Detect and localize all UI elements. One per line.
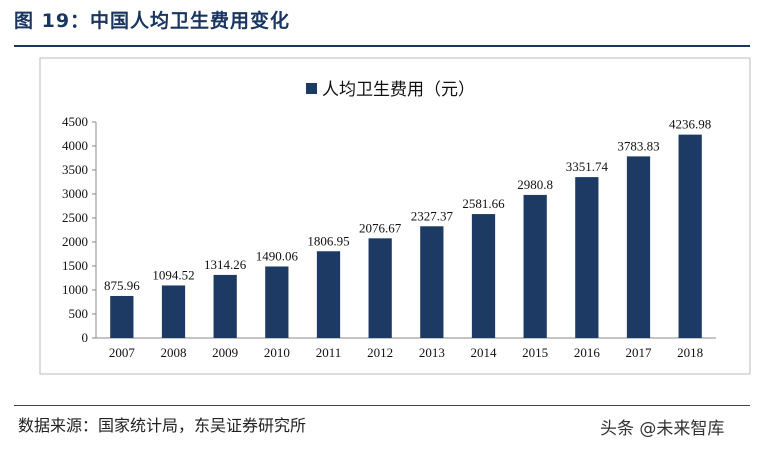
data-label: 2980.8 — [517, 177, 553, 192]
bar — [110, 295, 134, 338]
data-label: 1490.06 — [256, 248, 299, 263]
y-tick-label: 3000 — [62, 186, 88, 201]
y-tick-label: 4500 — [62, 114, 88, 129]
y-tick-label: 0 — [82, 330, 89, 345]
x-tick-label: 2014 — [471, 345, 498, 360]
x-tick-label: 2007 — [109, 345, 136, 360]
data-label: 3783.83 — [617, 138, 659, 153]
data-label: 2076.67 — [359, 220, 402, 235]
bar — [265, 266, 289, 338]
bar — [523, 194, 547, 338]
bar — [420, 226, 444, 338]
x-tick-label: 2015 — [522, 345, 548, 360]
bar — [368, 238, 392, 338]
y-tick-label: 2000 — [62, 234, 88, 249]
y-tick-label: 1000 — [62, 282, 88, 297]
watermark: 头条 @未来智库 — [600, 419, 725, 439]
bar — [678, 134, 702, 338]
data-label: 1806.95 — [307, 233, 349, 248]
x-tick-label: 2018 — [677, 345, 703, 360]
x-tick-label: 2010 — [264, 345, 290, 360]
x-tick-label: 2012 — [367, 345, 393, 360]
y-tick-label: 2500 — [62, 210, 88, 225]
y-tick-label: 3500 — [62, 162, 88, 177]
data-label: 875.96 — [104, 278, 140, 293]
data-label: 2581.66 — [462, 196, 505, 211]
bar — [316, 251, 341, 338]
x-tick-label: 2011 — [316, 345, 342, 360]
data-label: 4236.98 — [669, 117, 711, 132]
x-tick-label: 2016 — [574, 345, 601, 360]
x-tick-label: 2008 — [161, 345, 187, 360]
bar — [626, 156, 651, 338]
footer-rule — [14, 405, 750, 406]
data-label: 1314.26 — [204, 257, 247, 272]
bar — [471, 214, 496, 338]
chart-frame — [39, 57, 751, 375]
x-tick-label: 2017 — [626, 345, 653, 360]
title-rule — [14, 45, 750, 47]
data-label: 1094.52 — [152, 267, 194, 282]
legend-label: 人均卫生费用（元） — [322, 80, 475, 100]
data-label: 3351.74 — [566, 159, 609, 174]
y-tick-label: 1500 — [62, 258, 88, 273]
data-source: 数据来源：国家统计局，东吴证券研究所 — [18, 416, 307, 435]
y-tick-label: 500 — [69, 306, 89, 321]
bar — [161, 285, 186, 338]
bar — [213, 274, 237, 338]
x-tick-label: 2009 — [212, 345, 238, 360]
figure-title: 图 19：中国人均卫生费用变化 — [14, 10, 291, 32]
data-label: 2327.37 — [411, 208, 454, 223]
bar — [575, 177, 599, 338]
legend-swatch — [306, 83, 317, 94]
y-tick-label: 4000 — [62, 138, 88, 153]
x-tick-label: 2013 — [419, 345, 445, 360]
